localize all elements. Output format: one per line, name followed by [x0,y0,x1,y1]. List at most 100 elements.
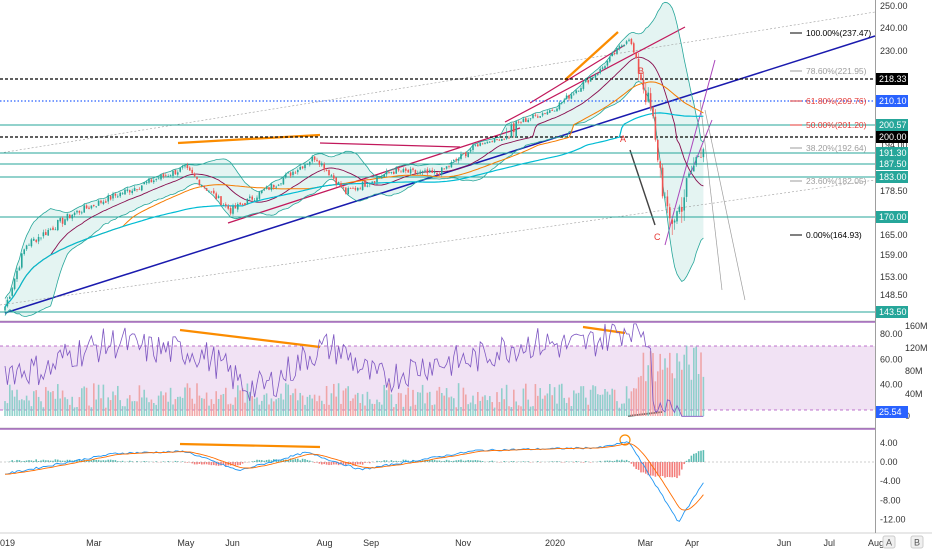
volume-bar [676,353,678,416]
volume-bar [575,393,577,416]
moving-averages [4,1,704,317]
candle-body [371,181,373,183]
volume-bar [474,404,477,416]
volume-bar [196,383,198,416]
projection-arrow-1 [699,99,723,291]
candle-body [196,177,198,180]
candle-body [621,45,623,47]
volume-bar [496,392,498,416]
volume-bar [400,393,402,416]
x-tick-label: Aug [316,538,332,548]
macd-hist-bar [676,462,678,479]
candle-body [601,67,604,69]
candle-body [417,172,419,174]
volume-bar [366,391,369,416]
volume-bar [527,399,529,416]
volume-bar [453,398,455,416]
volume-bar [661,369,664,416]
rsi-tick-label: 80.00 [880,329,903,339]
volume-bar [448,397,450,416]
candle-body [402,169,405,173]
candle-body [666,196,669,207]
candle-body [369,183,371,185]
volume-bar [693,347,695,416]
scale-b-button[interactable]: B [910,535,924,549]
candle-body [179,168,181,172]
macd-hist-bar [196,462,198,465]
macd-hist-bar [575,461,577,462]
candle-body [287,172,289,174]
candle-body [647,92,649,102]
candle-body [551,110,553,111]
volume-bar [654,381,657,416]
volume-bar [330,393,333,416]
candle-body [414,169,417,174]
macd-hist-bar [609,460,611,462]
volume-bar [373,404,376,416]
macd-hist-bar [76,459,78,462]
volume-bar [165,392,167,416]
volume-bar [597,394,599,416]
volume-bar [647,365,649,416]
volume-bar [395,404,397,416]
volume-bar [45,387,47,416]
volume-bar [443,395,445,416]
candle-body [357,187,359,191]
volume-bar [635,388,637,416]
volume-bar [522,388,525,416]
volume-bar [83,386,85,416]
macd-hist-bar [666,462,669,477]
candle-body [597,73,599,75]
candle-body [52,227,54,230]
candle-body [119,192,121,197]
candle-body [522,118,525,123]
volume-bar [280,393,282,416]
volume-bar [515,401,517,416]
volume-bar [352,398,354,416]
volume-bar [683,354,685,416]
candle-body [133,188,136,192]
candle-body [460,153,462,159]
macd-hist-bar [503,461,505,462]
volume-bar [16,389,18,416]
volume-bar [623,403,625,416]
macd-hist-bar [325,462,328,465]
volume-bar [268,404,270,416]
candle-body [421,171,424,173]
volume-bar [64,397,66,416]
macd-hist-bar [61,460,64,462]
candle-body [244,203,246,206]
candle-body [618,46,621,49]
volume-bar [148,402,150,416]
scale-a-button[interactable]: A [882,535,896,549]
volume-bar [570,406,573,416]
volume-bar [131,401,133,416]
macd-hist-bar [95,459,97,462]
macd-hist-bar [225,462,227,467]
candle-body [189,167,191,171]
macd-hist-bar [637,462,640,470]
macd-hist-bar [409,461,412,462]
volume-bar [681,369,683,416]
volume-bar [167,401,169,416]
candle-body [491,141,493,143]
level-badge-bg [876,171,908,183]
macd-hist-bar [426,460,429,462]
volume-bar [587,404,589,416]
x-tick-label: 2019 [0,538,15,548]
volume-bar [664,358,666,416]
volume-bar [11,390,13,416]
candle-body [587,80,589,83]
price-tick-label: 194.00 [880,140,908,150]
volume-bar [61,390,64,416]
macd-hist-bar [11,460,13,462]
volume-bar [582,386,585,416]
volume-bar [107,397,109,416]
macd-hist-bar [42,459,45,462]
candle-body [661,167,664,197]
macd-hist-bar [349,462,352,465]
magenta-resistance [319,142,461,148]
macd-hist-bar [618,460,621,462]
x-tick-label: Mar [638,538,654,548]
